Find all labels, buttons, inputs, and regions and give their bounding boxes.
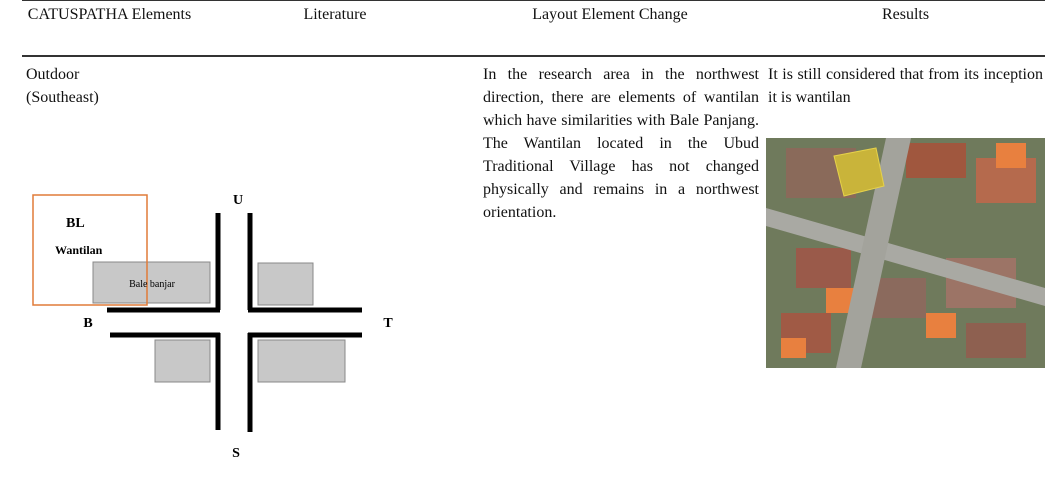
header-cell: Layout Element Change <box>532 6 688 23</box>
compass-label: T <box>383 316 393 331</box>
building <box>92 261 211 304</box>
label: Wantilan <box>55 243 103 257</box>
row-cell: Outdoor (Southeast) <box>26 66 99 106</box>
highlight-box <box>32 194 148 306</box>
satellite-image <box>766 138 1045 368</box>
header-cell: CATUSPATHA Elements <box>27 6 192 23</box>
compass-label: B <box>83 316 92 331</box>
layout-diagram: BL Wantilan Bale banjar U B T S <box>32 193 393 461</box>
row-cell: In the research area in the northwest di… <box>483 66 759 221</box>
roads <box>107 213 362 432</box>
header-rule <box>22 55 1045 57</box>
building <box>257 262 314 306</box>
compass-label: S <box>232 446 240 461</box>
label: BL <box>66 216 85 231</box>
header-cell: Literature <box>303 6 367 23</box>
top-rule <box>22 0 1045 1</box>
row-cell: It is still considered that from its inc… <box>768 66 1043 106</box>
header-cell: Results <box>881 6 930 23</box>
building <box>257 339 346 383</box>
label: Bale banjar <box>129 279 175 290</box>
building <box>154 339 211 383</box>
compass-label: U <box>233 193 243 208</box>
